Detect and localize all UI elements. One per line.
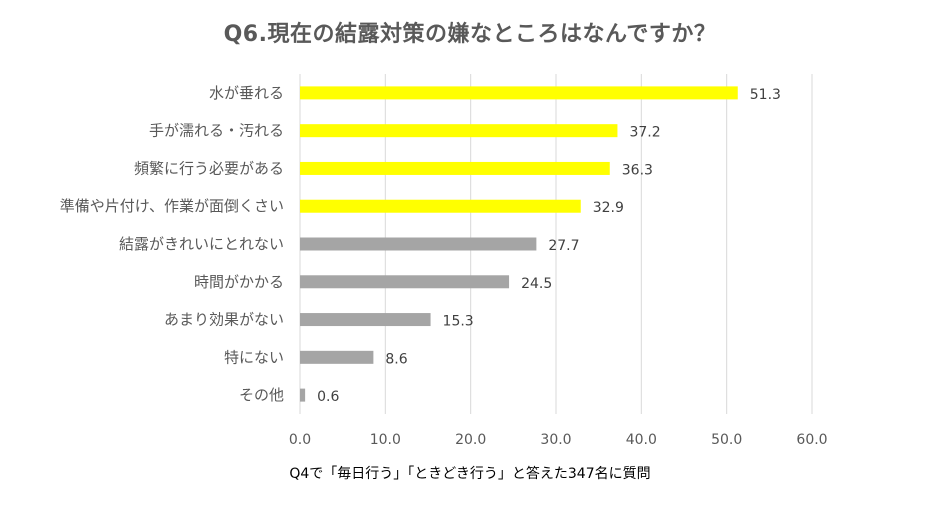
data-label: 15.3 bbox=[443, 314, 474, 330]
data-label: 27.7 bbox=[548, 238, 579, 254]
data-label: 0.6 bbox=[317, 389, 339, 405]
category-label: あまり効果がない bbox=[164, 311, 284, 329]
category-label: 時間がかかる bbox=[194, 273, 284, 291]
bar bbox=[300, 161, 610, 175]
x-tick-label: 30.0 bbox=[540, 432, 571, 448]
bar bbox=[300, 124, 618, 138]
bar bbox=[300, 275, 510, 289]
chart-caption: Q4で「毎日行う」「ときどき行う」と答えた347名に質問 bbox=[289, 466, 651, 482]
x-tick-label: 50.0 bbox=[711, 432, 742, 448]
data-label: 51.3 bbox=[750, 87, 781, 103]
data-label: 36.3 bbox=[622, 162, 653, 178]
x-tick-label: 20.0 bbox=[455, 432, 486, 448]
category-label: その他 bbox=[239, 386, 284, 404]
data-label: 37.2 bbox=[629, 125, 660, 141]
bar bbox=[300, 388, 306, 402]
category-label: 結露がきれいにとれない bbox=[119, 235, 284, 253]
bar bbox=[300, 86, 738, 100]
chart-title: Q6.現在の結露対策の嫌なところはなんですか？ bbox=[223, 22, 717, 47]
category-label: 頻繁に行う必要がある bbox=[134, 159, 284, 177]
bar bbox=[300, 199, 581, 213]
x-tick-label: 60.0 bbox=[796, 432, 827, 448]
bar bbox=[300, 313, 431, 327]
category-label: 水が垂れる bbox=[209, 84, 284, 102]
category-label: 特にない bbox=[224, 348, 284, 366]
bar bbox=[300, 237, 537, 251]
x-tick-label: 10.0 bbox=[370, 432, 401, 448]
bar bbox=[300, 350, 374, 364]
data-label: 32.9 bbox=[593, 200, 624, 216]
data-label: 8.6 bbox=[385, 351, 407, 367]
category-label: 手が濡れる・汚れる bbox=[149, 122, 284, 140]
x-tick-label: 40.0 bbox=[626, 432, 657, 448]
data-label: 24.5 bbox=[521, 276, 552, 292]
category-label: 準備や片付け、作業が面倒くさい bbox=[60, 197, 284, 215]
x-tick-label: 0.0 bbox=[289, 432, 311, 448]
